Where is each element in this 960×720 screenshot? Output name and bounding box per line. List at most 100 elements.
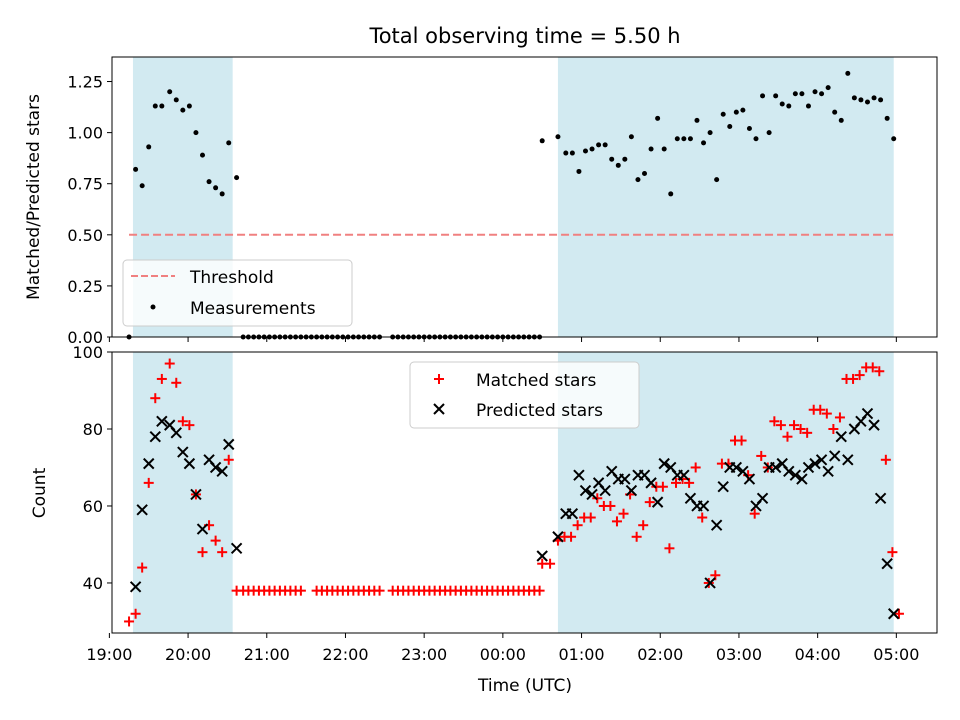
measurement-point <box>615 162 621 168</box>
matched-point <box>184 420 195 431</box>
predicted-point <box>717 481 729 493</box>
predicted-point <box>645 477 657 489</box>
bottom-x-axis: 19:00 20:00 21:00 22:00 23:00 00:00 01:00 02:00… <box>86 633 919 664</box>
predicted-point <box>216 465 228 478</box>
measurement-point <box>539 138 545 144</box>
chart-title: Total observing time = 5.50 h <box>368 24 680 48</box>
matched-legend-marker <box>434 374 444 384</box>
matched-point <box>664 543 675 554</box>
matched-point <box>769 416 780 427</box>
matched-point <box>644 497 655 508</box>
predicted-point <box>619 473 631 485</box>
matched-point <box>223 454 234 465</box>
measurement-point <box>819 91 825 97</box>
y-tick-label: 40 <box>83 574 103 593</box>
predicted-point <box>783 465 795 478</box>
y-tick-label: 1.25 <box>67 73 103 92</box>
predicted-point <box>625 484 638 497</box>
measurement-point <box>864 99 870 105</box>
measurement-point <box>596 142 602 148</box>
matched-point <box>124 616 135 627</box>
predicted-point <box>156 415 168 427</box>
measurements-series <box>126 70 897 340</box>
measurement-point <box>779 101 785 107</box>
predicted-point <box>183 457 196 470</box>
predicted-point <box>861 407 874 420</box>
top-y-axis: 0.00 0.25 0.50 0.75 1.00 1.25 <box>67 73 112 347</box>
x-tick-label: 01:00 <box>559 645 605 664</box>
predicted-point <box>802 461 815 474</box>
y-tick-label: 1.00 <box>67 124 103 143</box>
predicted-point <box>789 469 802 481</box>
predicted-point <box>842 454 854 466</box>
measurement-point <box>226 140 232 146</box>
matched-stars-series <box>124 358 904 627</box>
measurement-point <box>674 136 680 142</box>
measurement-point <box>838 117 844 123</box>
predicted-point <box>552 531 564 543</box>
predicted-point <box>881 558 893 570</box>
matched-point <box>545 558 556 569</box>
predicted-point <box>651 496 664 508</box>
measurement-point <box>167 89 173 95</box>
predicted-point <box>190 488 202 501</box>
matched-point <box>795 423 806 434</box>
measurement-point <box>213 185 219 191</box>
matched-point <box>210 535 221 546</box>
measurement-point <box>146 144 152 150</box>
measurement-point <box>740 107 746 113</box>
matched-point <box>534 585 545 596</box>
matched-point <box>802 427 813 438</box>
measurement-point <box>193 130 199 136</box>
predicted-point <box>704 577 716 589</box>
matched-point <box>670 477 681 488</box>
measurement-point <box>609 156 615 162</box>
predicted-point <box>536 550 548 562</box>
measurement-point <box>707 130 713 136</box>
x-tick-label: 04:00 <box>795 645 841 664</box>
measurement-point <box>891 136 897 142</box>
matched-point <box>874 366 885 377</box>
measurement-point <box>786 103 792 109</box>
predicted-point <box>136 504 148 516</box>
matched-point <box>164 358 175 369</box>
matched-point <box>690 462 701 473</box>
y-tick-label: 0.00 <box>67 328 103 347</box>
measurement-point <box>206 179 212 185</box>
matched-point <box>150 393 161 404</box>
predicted-point <box>756 492 769 504</box>
legend-predicted-label: Predicted stars <box>476 401 603 421</box>
measurement-point <box>622 156 628 162</box>
predicted-point <box>223 438 235 451</box>
predicted-point <box>697 500 710 512</box>
measurement-point <box>884 115 890 121</box>
measurement-point <box>628 134 634 140</box>
shaded-interval <box>132 352 233 633</box>
x-tick-label: 05:00 <box>873 645 919 664</box>
bottom-y-label: Count <box>30 467 50 518</box>
predicted-point <box>579 484 592 497</box>
predicted-point <box>170 427 182 439</box>
matched-point <box>834 412 845 423</box>
measurement-point <box>668 191 674 197</box>
matched-point <box>572 520 583 531</box>
measurement-point <box>655 115 661 121</box>
x-tick-label: 22:00 <box>322 645 368 664</box>
measurement-point <box>681 136 687 142</box>
measurement-point <box>753 136 759 142</box>
x-tick-label: 21:00 <box>244 645 290 664</box>
matched-point <box>611 516 622 527</box>
x-tick-label: 03:00 <box>716 645 762 664</box>
measurement-point <box>878 97 884 103</box>
matched-point <box>605 500 616 511</box>
measurement-point <box>602 142 608 148</box>
predicted-point <box>868 419 880 431</box>
bottom-legend: Matched stars Predicted stars <box>409 361 640 429</box>
matched-point <box>854 370 865 381</box>
matched-point <box>618 508 629 519</box>
top-shaded-intervals <box>132 57 894 337</box>
measurement-point <box>186 103 192 109</box>
measurement-point <box>687 136 693 142</box>
measurement-point <box>832 109 838 115</box>
y-tick-label: 60 <box>83 497 103 516</box>
